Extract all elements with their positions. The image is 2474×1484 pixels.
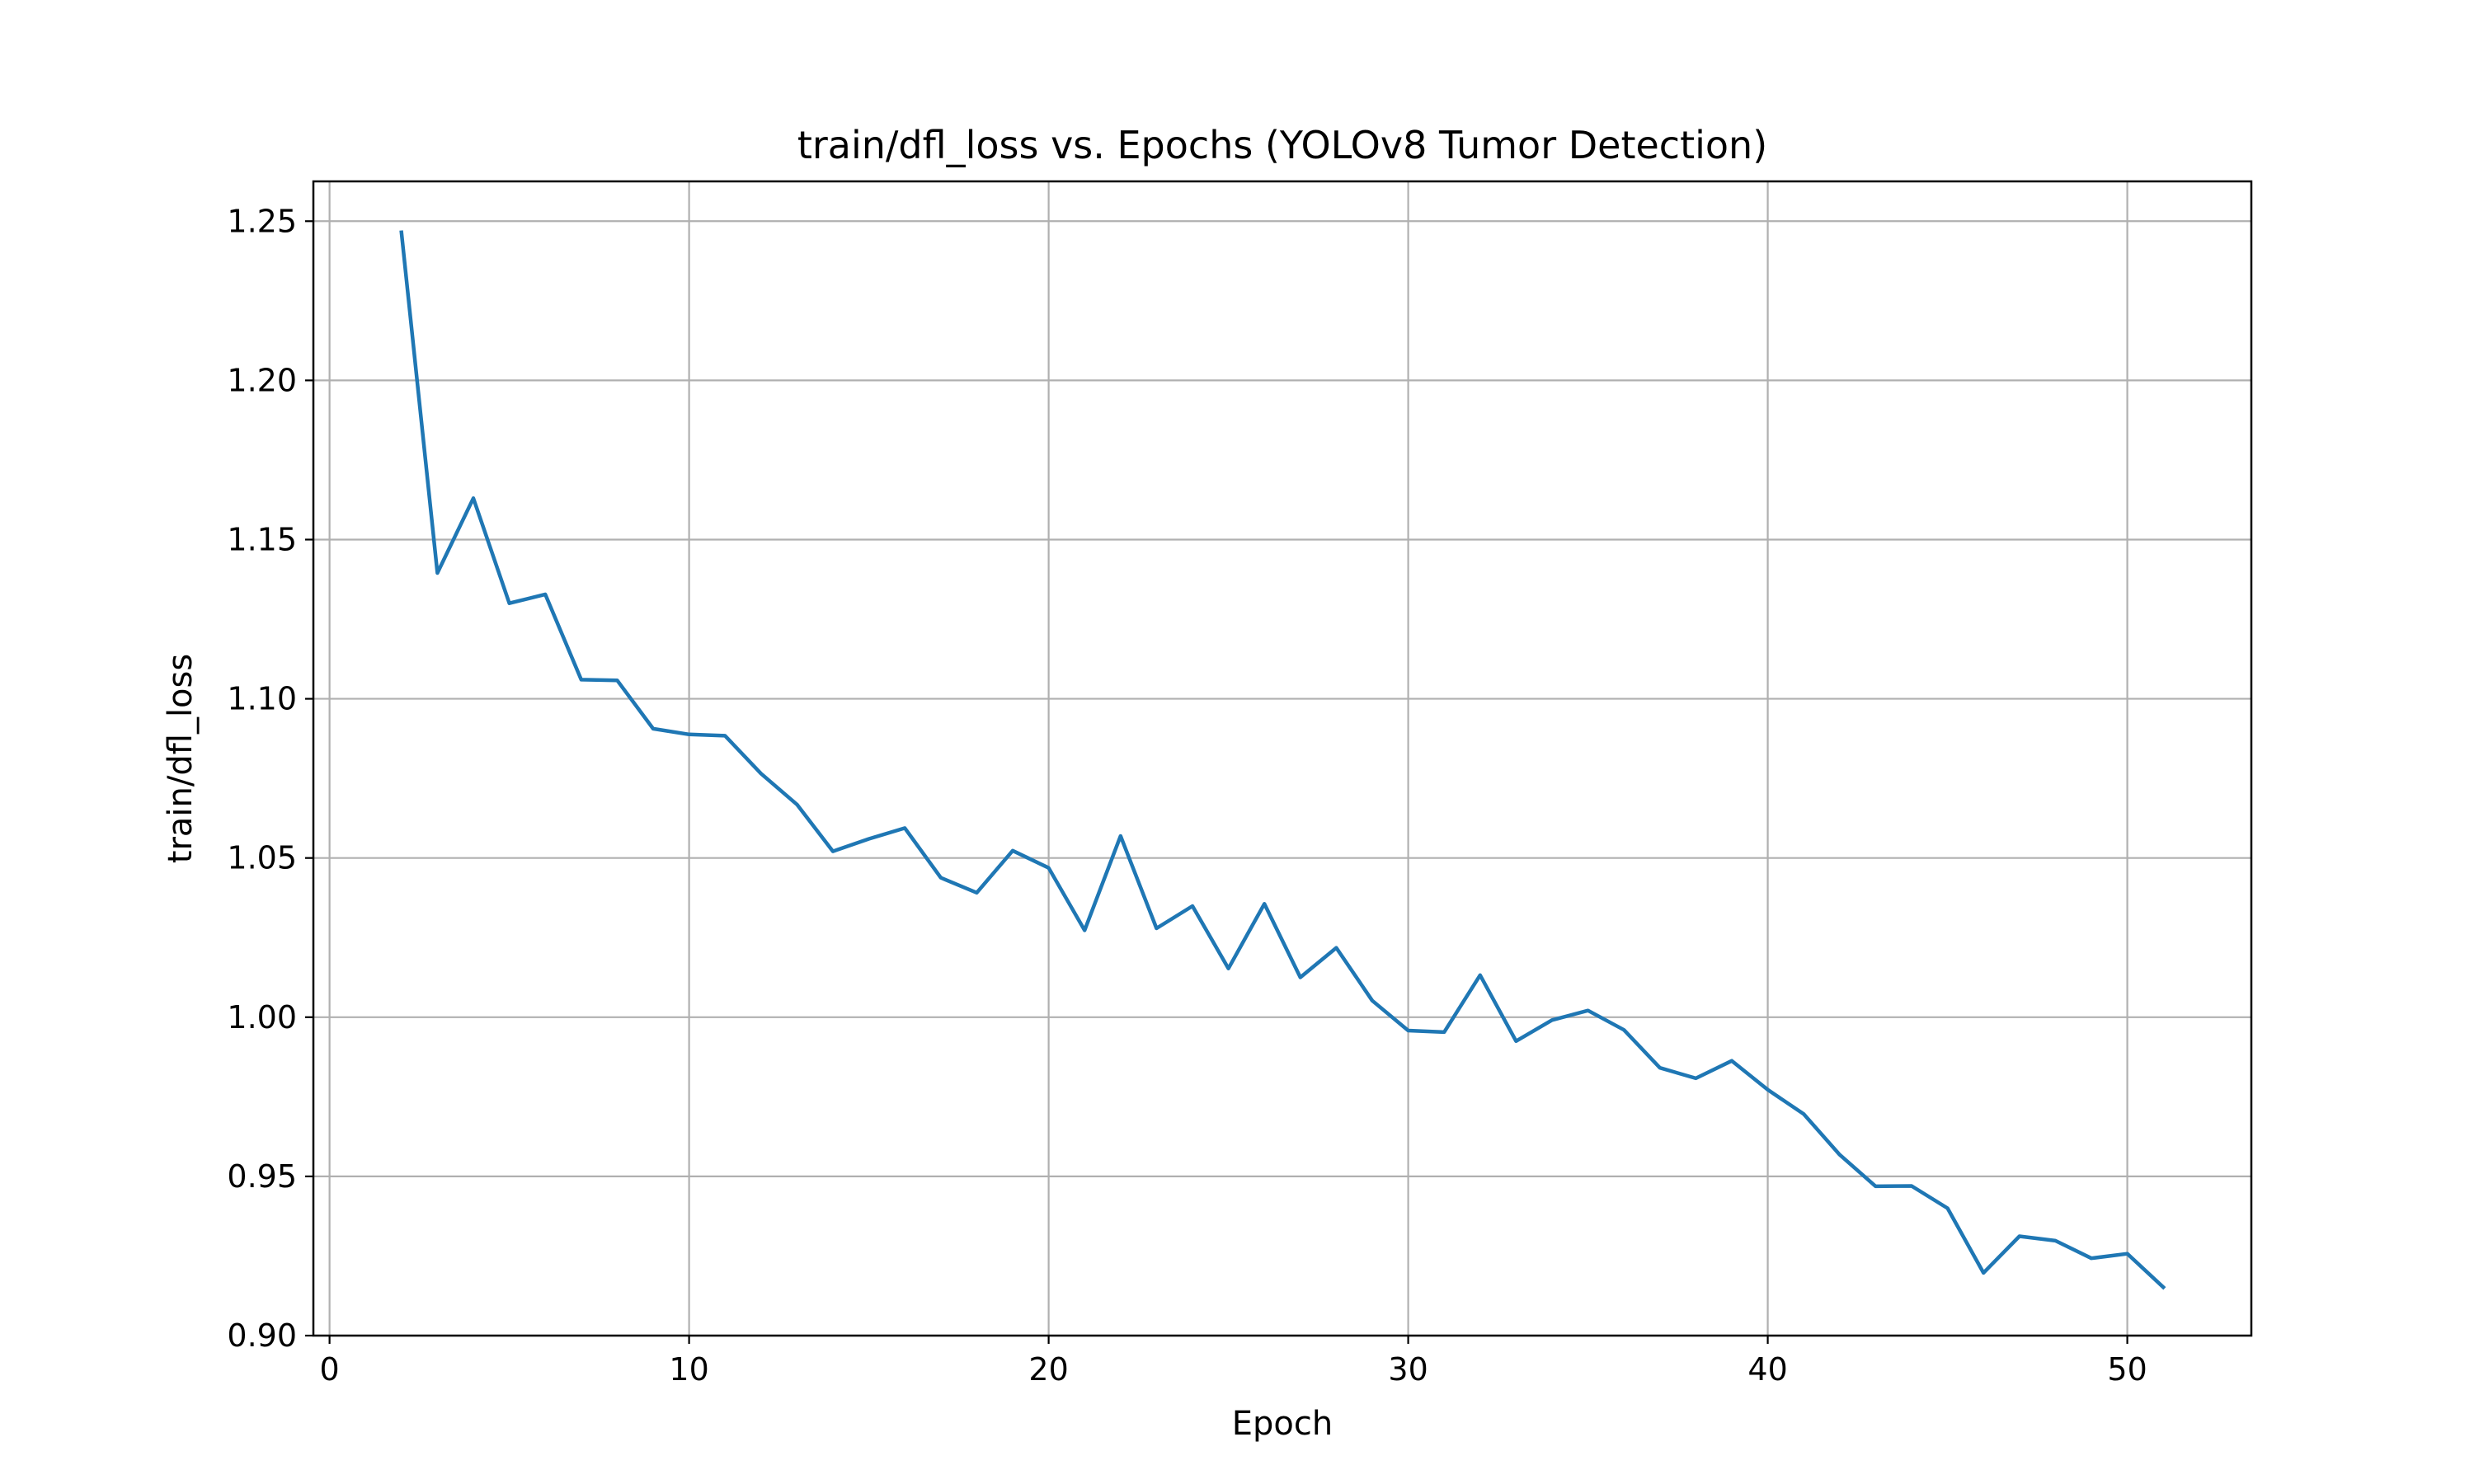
- y-tick-label: 0.95: [227, 1158, 297, 1195]
- x-tick-label: 20: [1028, 1351, 1068, 1388]
- x-tick-label: 30: [1388, 1351, 1427, 1388]
- x-axis-label: Epoch: [1232, 1405, 1333, 1443]
- y-axis-ticks: 0.90 0.95 1.00 1.05 1.10 1.15 1.20 1.25: [227, 203, 313, 1354]
- plot-background: [313, 181, 2251, 1336]
- x-tick-label: 50: [2107, 1351, 2147, 1388]
- grid: [313, 181, 2251, 1337]
- x-axis-ticks: 0 10 20 30 40 50: [320, 1336, 2147, 1388]
- plot-frame: [312, 180, 2253, 1337]
- y-tick-label: 1.05: [227, 840, 297, 876]
- y-tick-label: 1.25: [227, 203, 297, 239]
- series-layer: [399, 230, 2166, 1290]
- x-tick-label: 10: [669, 1351, 708, 1388]
- x-tick-label: 0: [320, 1351, 340, 1388]
- x-tick-label: 40: [1747, 1351, 1787, 1388]
- y-tick-label: 1.15: [227, 521, 297, 557]
- y-tick-label: 0.90: [227, 1317, 297, 1354]
- series-line-0: [399, 230, 2166, 1290]
- y-axis-label: train/dfl_loss: [162, 654, 200, 863]
- y-tick-label: 1.20: [227, 362, 297, 398]
- chart-title: train/dfl_loss vs. Epochs (YOLOv8 Tumor …: [797, 123, 1767, 167]
- y-tick-label: 1.00: [227, 999, 297, 1036]
- y-tick-label: 1.10: [227, 681, 297, 717]
